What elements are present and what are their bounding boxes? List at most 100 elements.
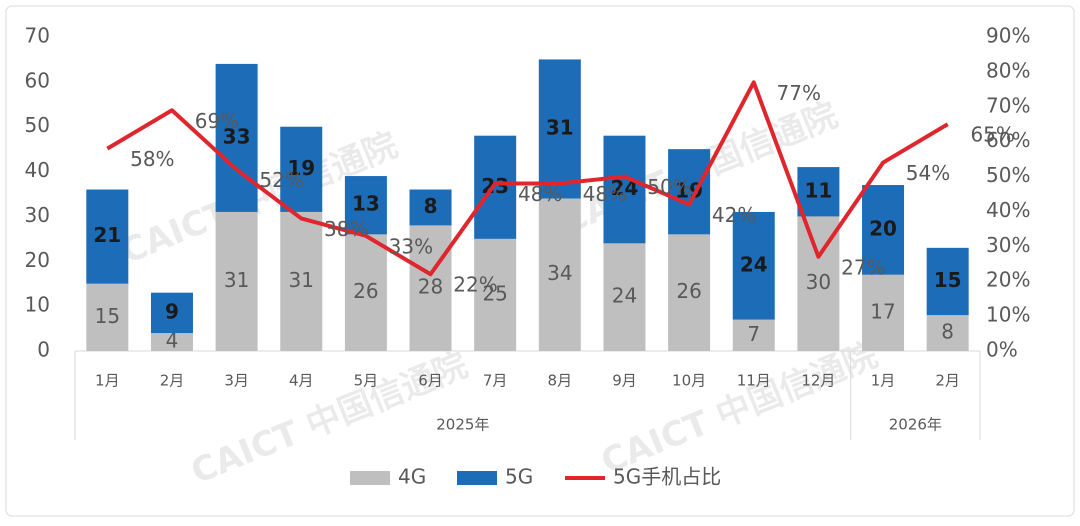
bar-label: 4 — [166, 329, 179, 353]
bar-label: 8 — [424, 194, 438, 218]
bar-segment — [926, 247, 969, 316]
bar-segment — [215, 63, 258, 212]
bar-label: 33 — [223, 124, 251, 148]
bar-label: 13 — [352, 192, 380, 216]
bar-segment — [215, 211, 258, 351]
group-label: 2025年 — [436, 416, 489, 434]
bar-label: 31 — [546, 115, 574, 139]
y-tick-label: 40 — [25, 158, 50, 182]
bar-segment — [538, 59, 581, 199]
line-label: 27% — [841, 255, 885, 279]
bar-segment — [409, 189, 452, 226]
bar-label: 15 — [95, 304, 120, 328]
y-tick-label: 50 — [25, 113, 50, 137]
line-label: 50% — [647, 175, 691, 199]
bar-segment — [732, 211, 775, 320]
bar-segment — [86, 283, 129, 351]
y-tick-label: 10 — [25, 293, 50, 317]
bar-label: 8 — [941, 320, 954, 344]
bar-label: 26 — [676, 279, 701, 303]
bar-label: 17 — [870, 299, 895, 323]
line-label: 42% — [712, 203, 756, 227]
bar-segment — [732, 319, 775, 351]
y2-tick-label: 20% — [986, 268, 1030, 292]
bar-segment — [797, 167, 840, 217]
line-label: 69% — [195, 109, 239, 133]
x-tick-label: 1月 — [95, 372, 120, 390]
x-tick-label: 3月 — [224, 372, 249, 390]
y-tick-label: 0 — [37, 338, 50, 362]
y-tick-label: 60 — [25, 68, 50, 92]
bar-segment — [926, 315, 969, 351]
bar-segment — [86, 189, 129, 284]
y2-tick-label: 10% — [986, 303, 1030, 327]
bar-label: 21 — [93, 223, 121, 247]
y2-tick-label: 40% — [986, 198, 1030, 222]
x-tick-label: 5月 — [354, 372, 379, 390]
legend-label: 4G — [398, 465, 426, 489]
bar-segment — [668, 234, 711, 351]
y-tick-label: 20 — [25, 248, 50, 272]
line-label: 52% — [259, 168, 303, 192]
y2-tick-label: 70% — [986, 93, 1030, 117]
bar-segment — [344, 234, 387, 351]
bar-label: 24 — [740, 252, 768, 276]
bar-label: 26 — [353, 279, 378, 303]
y2-tick-label: 90% — [986, 24, 1030, 48]
bar-label: 19 — [287, 156, 315, 180]
bar-label: 20 — [869, 216, 897, 240]
x-tick-label: 11月 — [737, 372, 771, 390]
bar-label: 11 — [804, 178, 832, 202]
bar-segment — [538, 198, 581, 351]
y-tick-label: 70 — [25, 24, 50, 48]
bar-segment — [668, 149, 711, 235]
bar-segment — [280, 126, 323, 212]
group-label: 2026年 — [889, 416, 942, 434]
bar-segment — [603, 135, 646, 244]
x-tick-label: 12月 — [801, 372, 835, 390]
x-tick-label: 10月 — [672, 372, 706, 390]
line-series — [106, 80, 949, 277]
bar-segment — [603, 243, 646, 351]
bar-segment — [150, 292, 193, 334]
bar-segment — [150, 333, 193, 351]
bar-label: 31 — [289, 268, 314, 292]
line-label: 77% — [777, 81, 821, 105]
line-label: 48% — [518, 182, 562, 206]
x-tick-label: 8月 — [548, 372, 573, 390]
legend-label: 5G手机占比 — [613, 465, 721, 489]
x-tick-label: 4月 — [289, 372, 314, 390]
bar-label: 7 — [747, 322, 760, 346]
line-label: 54% — [906, 161, 950, 185]
y2-tick-label: 30% — [986, 233, 1030, 257]
x-tick-label: 7月 — [483, 372, 508, 390]
bar-label: 9 — [165, 299, 179, 323]
line-label: 65% — [970, 123, 1014, 147]
line-label: 58% — [130, 147, 174, 171]
bar-label: 31 — [224, 268, 249, 292]
legend-swatch — [457, 471, 497, 485]
line-label: 38% — [324, 217, 368, 241]
bar-segment — [280, 211, 323, 351]
legend-swatch — [350, 471, 390, 485]
bar-label: 24 — [612, 284, 637, 308]
x-tick-label: 2月 — [160, 372, 185, 390]
x-tick-label: 6月 — [418, 372, 443, 390]
x-tick-label: 1月 — [871, 372, 896, 390]
line-label: 48% — [583, 182, 627, 206]
y2-tick-label: 0% — [986, 338, 1018, 362]
bar-label: 15 — [934, 268, 962, 292]
y2-tick-label: 50% — [986, 163, 1030, 187]
bar-label: 25 — [482, 281, 507, 305]
bar-segment — [409, 225, 452, 351]
bar-segment — [344, 176, 387, 235]
y-tick-label: 30 — [25, 203, 50, 227]
bar-label: 34 — [547, 261, 572, 285]
y2-tick-label: 80% — [986, 58, 1030, 82]
line-label: 33% — [389, 234, 433, 258]
y2-tick-label: 60% — [986, 128, 1030, 152]
bar-segment — [862, 274, 905, 351]
line-label: 22% — [453, 273, 497, 297]
bar-label: 28 — [418, 275, 443, 299]
